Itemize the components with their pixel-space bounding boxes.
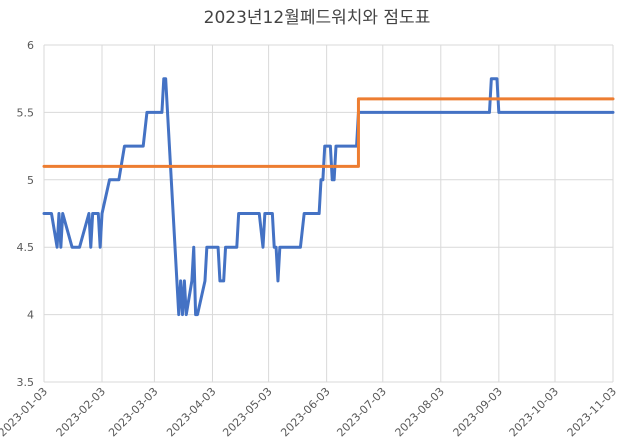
x-tick-label: 2023-02-03 xyxy=(54,385,108,439)
series-lines xyxy=(42,77,615,317)
x-tick-label: 2023-05-03 xyxy=(220,385,274,439)
x-tick-label: 2023-04-03 xyxy=(164,385,218,439)
grid-lines xyxy=(43,44,614,383)
x-tick-label: 2023-07-03 xyxy=(334,385,388,439)
x-tick-label: 2023-03-03 xyxy=(106,385,160,439)
y-axis-ticks: 3.5 4 4.5 5 5.5 6 xyxy=(17,39,35,389)
y-tick-label: 5.5 xyxy=(17,106,35,119)
y-tick-label: 4 xyxy=(27,309,34,322)
series-line-2 xyxy=(42,97,615,168)
x-tick-label: 2023-08-03 xyxy=(393,385,447,439)
y-tick-label: 5 xyxy=(27,174,34,187)
x-tick-label: 2023-10-03 xyxy=(507,385,561,439)
x-tick-label: 2023-11-03 xyxy=(565,385,619,439)
x-tick-label: 2023-01-03 xyxy=(0,385,50,439)
series-line-1 xyxy=(42,77,615,317)
chart-title: 2023년12월페드워치와 점도표 xyxy=(204,8,431,28)
y-tick-label: 4.5 xyxy=(17,241,35,254)
x-tick-label: 2023-09-03 xyxy=(451,385,505,439)
x-tick-label: 2023-06-03 xyxy=(278,385,332,439)
y-tick-label: 3.5 xyxy=(17,376,35,389)
y-tick-label: 6 xyxy=(27,39,34,52)
